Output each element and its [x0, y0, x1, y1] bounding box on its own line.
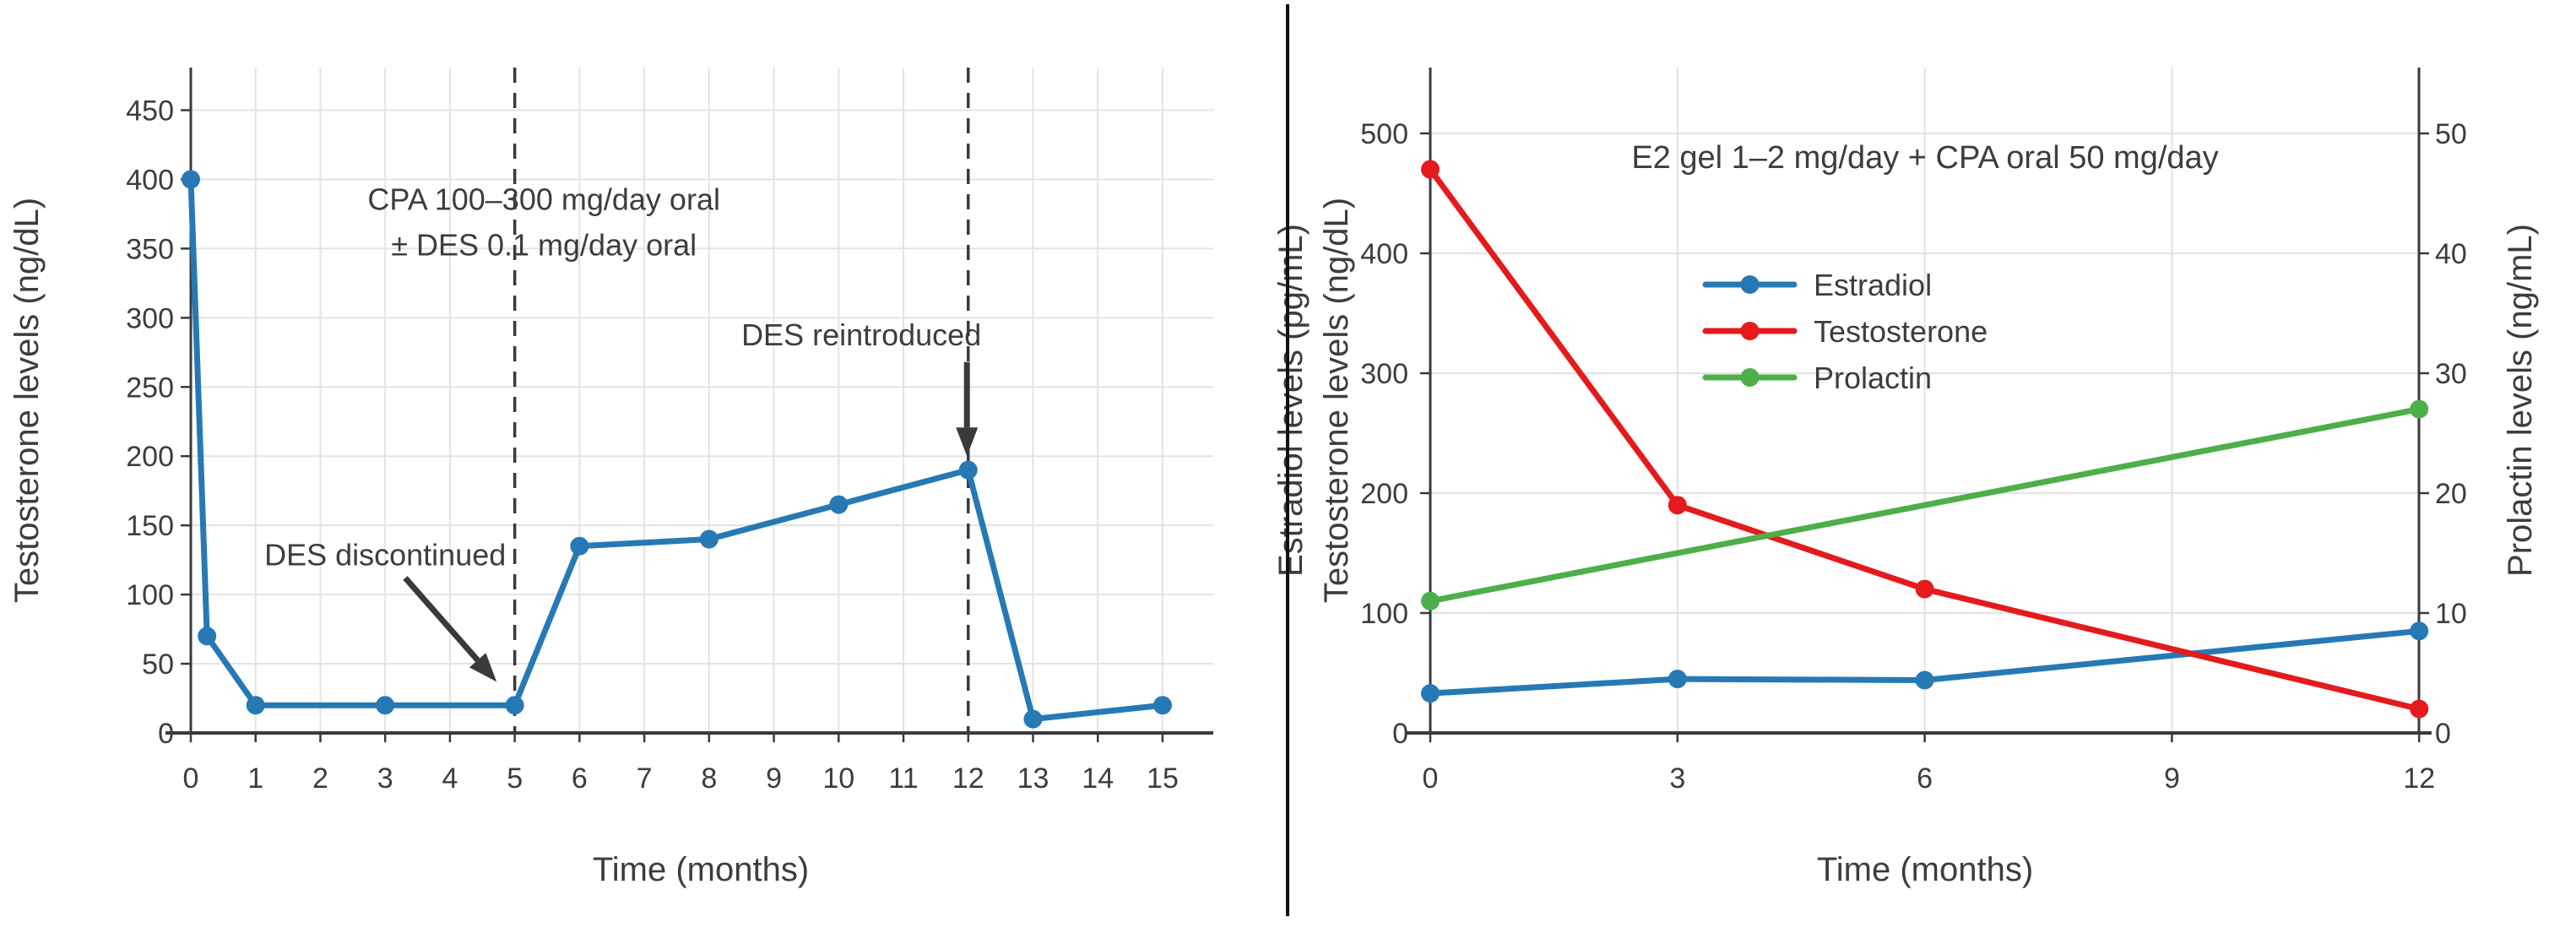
x-tick-label-13: 13 [1017, 762, 1049, 795]
series-estradiol-marker [2410, 621, 2429, 641]
series-testosterone-marker [1421, 160, 1440, 179]
x-tick-label-6: 6 [1917, 762, 1933, 795]
y-tick-label-right-0: 0 [2435, 718, 2451, 750]
y-tick-label-left-350: 350 [126, 233, 174, 265]
y-tick-label-left-300: 300 [126, 302, 174, 334]
y-tick-label-left-100: 100 [126, 579, 174, 611]
series-estradiol-marker [1421, 684, 1440, 703]
y-tick-label-left-400: 400 [1360, 238, 1408, 270]
cpa-des-label-line1: CPA 100–300 mg/day oral [367, 182, 720, 216]
cpa-des-label-line2: ± DES 0.1 mg/day oral [391, 227, 697, 262]
x-tick-label-5: 5 [507, 762, 523, 795]
x-tick-label-10: 10 [822, 762, 854, 795]
y-axis-title-testosterone: Testosterone levels (ng/dL) [1318, 198, 1355, 603]
y-axis-title-estradiol: Estradiol levels (pg/mL) [1272, 224, 1310, 577]
des-reintroduced-label: DES reintroduced [741, 317, 981, 352]
series-estradiol-marker [1915, 670, 1934, 690]
series-testosterone-marker [505, 696, 524, 715]
series-prolactin-marker [1421, 591, 1440, 611]
series-testosterone-marker [198, 627, 217, 646]
x-tick-label-6: 6 [572, 762, 588, 795]
x-tick-label-15: 15 [1147, 762, 1179, 795]
y-tick-label-left-300: 300 [1360, 358, 1408, 390]
y-tick-label-right-20: 20 [2435, 478, 2467, 510]
chart-title: E2 gel 1–2 mg/day + CPA oral 50 mg/day [1631, 140, 2218, 176]
series-testosterone-marker [246, 696, 265, 715]
series-testosterone-marker [376, 696, 395, 715]
y-tick-label-left-200: 200 [126, 441, 174, 473]
x-tick-label-9: 9 [766, 762, 782, 795]
legend-marker-testosterone [1740, 322, 1760, 340]
legend-label-prolactin: Prolactin [1814, 361, 1932, 395]
y-tick-label-left-450: 450 [126, 95, 174, 127]
gridlines [191, 68, 1213, 733]
x-tick-label-14: 14 [1082, 762, 1114, 795]
series-testosterone-marker [1023, 709, 1043, 729]
x-tick-label-2: 2 [312, 762, 328, 795]
series-testosterone-marker [699, 529, 719, 549]
y-tick-label-left-100: 100 [1360, 598, 1408, 630]
series-testosterone-marker [1668, 496, 1687, 515]
left-chart-testosterone-cpa-des: 0 1 2 3 4 5 6 7 8 9 10 11 12 13 14 15050100150200250300… [8, 68, 1213, 888]
y-tick-label-right-50: 50 [2435, 118, 2467, 150]
y-tick-label-left-500: 500 [1360, 118, 1408, 150]
y-axis-title: Testosterone levels (ng/dL) [8, 198, 46, 603]
des-discontinued-arrow-head [469, 653, 497, 682]
gridlines [1430, 68, 2419, 733]
x-tick-label-11: 11 [888, 762, 918, 795]
x-tick-label-9: 9 [2164, 762, 2180, 795]
x-tick-label-0: 0 [183, 762, 199, 795]
series-testosterone-marker [570, 536, 589, 556]
series-estradiol-line [1427, 627, 2422, 697]
x-tick-label-1: 1 [247, 762, 263, 795]
right-chart-e2gel-cpa: 0 3 6 9 12010020030040050001020304050Estradi… [1272, 68, 2539, 888]
series-testosterone-marker [1915, 579, 1934, 599]
series-testosterone-marker [829, 495, 849, 514]
y-tick-label-left-50: 50 [142, 649, 174, 681]
x-tick-label-8: 8 [701, 762, 717, 795]
x-tick-label-4: 4 [442, 762, 458, 795]
y-tick-label-right-40: 40 [2435, 238, 2467, 270]
series-testosterone-line [1427, 166, 2422, 713]
y-tick-label-left-400: 400 [126, 164, 174, 196]
series-prolactin-marker [2410, 399, 2429, 419]
y-tick-label-left-0: 0 [158, 718, 174, 750]
y-tick-label-right-30: 30 [2435, 358, 2467, 390]
y-axis-title-prolactin: Prolactin levels (ng/mL) [2502, 224, 2539, 577]
x-tick-label-3: 3 [377, 762, 393, 795]
y-tick-label-left-150: 150 [126, 510, 174, 542]
series-estradiol-marker [1668, 670, 1687, 689]
legend-marker-estradiol [1740, 275, 1760, 294]
series-testosterone-marker [182, 170, 200, 189]
x-tick-label-12: 12 [952, 762, 984, 795]
series-testosterone-marker [1152, 696, 1172, 715]
x-tick-label-3: 3 [1669, 762, 1685, 795]
x-axis-title: Time (months) [593, 851, 809, 888]
series-prolactin-line [1427, 406, 2422, 605]
x-tick-label-12: 12 [2403, 762, 2435, 795]
y-tick-label-left-250: 250 [126, 372, 174, 404]
x-tick-label-0: 0 [1423, 762, 1439, 795]
x-tick-label-7: 7 [637, 762, 653, 795]
des-reintroduced-arrow-head [956, 427, 979, 457]
y-tick-label-left-0: 0 [1392, 718, 1408, 750]
y-tick-label-left-200: 200 [1360, 478, 1408, 510]
legend-marker-prolactin [1740, 368, 1760, 387]
des-discontinued-label: DES discontinued [264, 538, 506, 573]
x-axis-title: Time (months) [1817, 851, 2033, 888]
series-testosterone-marker [958, 460, 978, 480]
legend-label-estradiol: Estradiol [1814, 268, 1932, 302]
legend-label-testosterone: Testosterone [1814, 314, 1988, 349]
des-discontinued-arrow-shaft [403, 576, 480, 663]
y-tick-label-right-10: 10 [2435, 598, 2467, 630]
series-testosterone-marker [2410, 699, 2429, 719]
